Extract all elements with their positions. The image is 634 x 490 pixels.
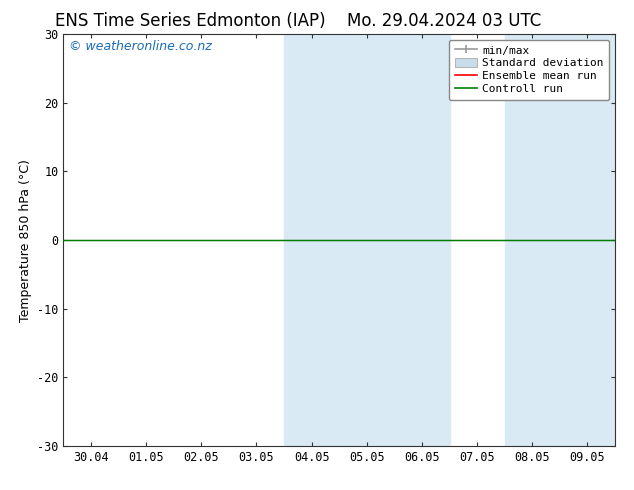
Bar (284, 34, 394, 446)
Bar (339, 34, 450, 446)
Legend: min/max, Standard deviation, Ensemble mean run, Controll run: min/max, Standard deviation, Ensemble me… (449, 40, 609, 100)
Y-axis label: Temperature 850 hPa (°C): Temperature 850 hPa (°C) (18, 159, 32, 321)
Bar (505, 34, 615, 446)
Text: Mo. 29.04.2024 03 UTC: Mo. 29.04.2024 03 UTC (347, 12, 541, 30)
Text: © weatheronline.co.nz: © weatheronline.co.nz (69, 41, 212, 53)
Text: ENS Time Series Edmonton (IAP): ENS Time Series Edmonton (IAP) (55, 12, 325, 30)
